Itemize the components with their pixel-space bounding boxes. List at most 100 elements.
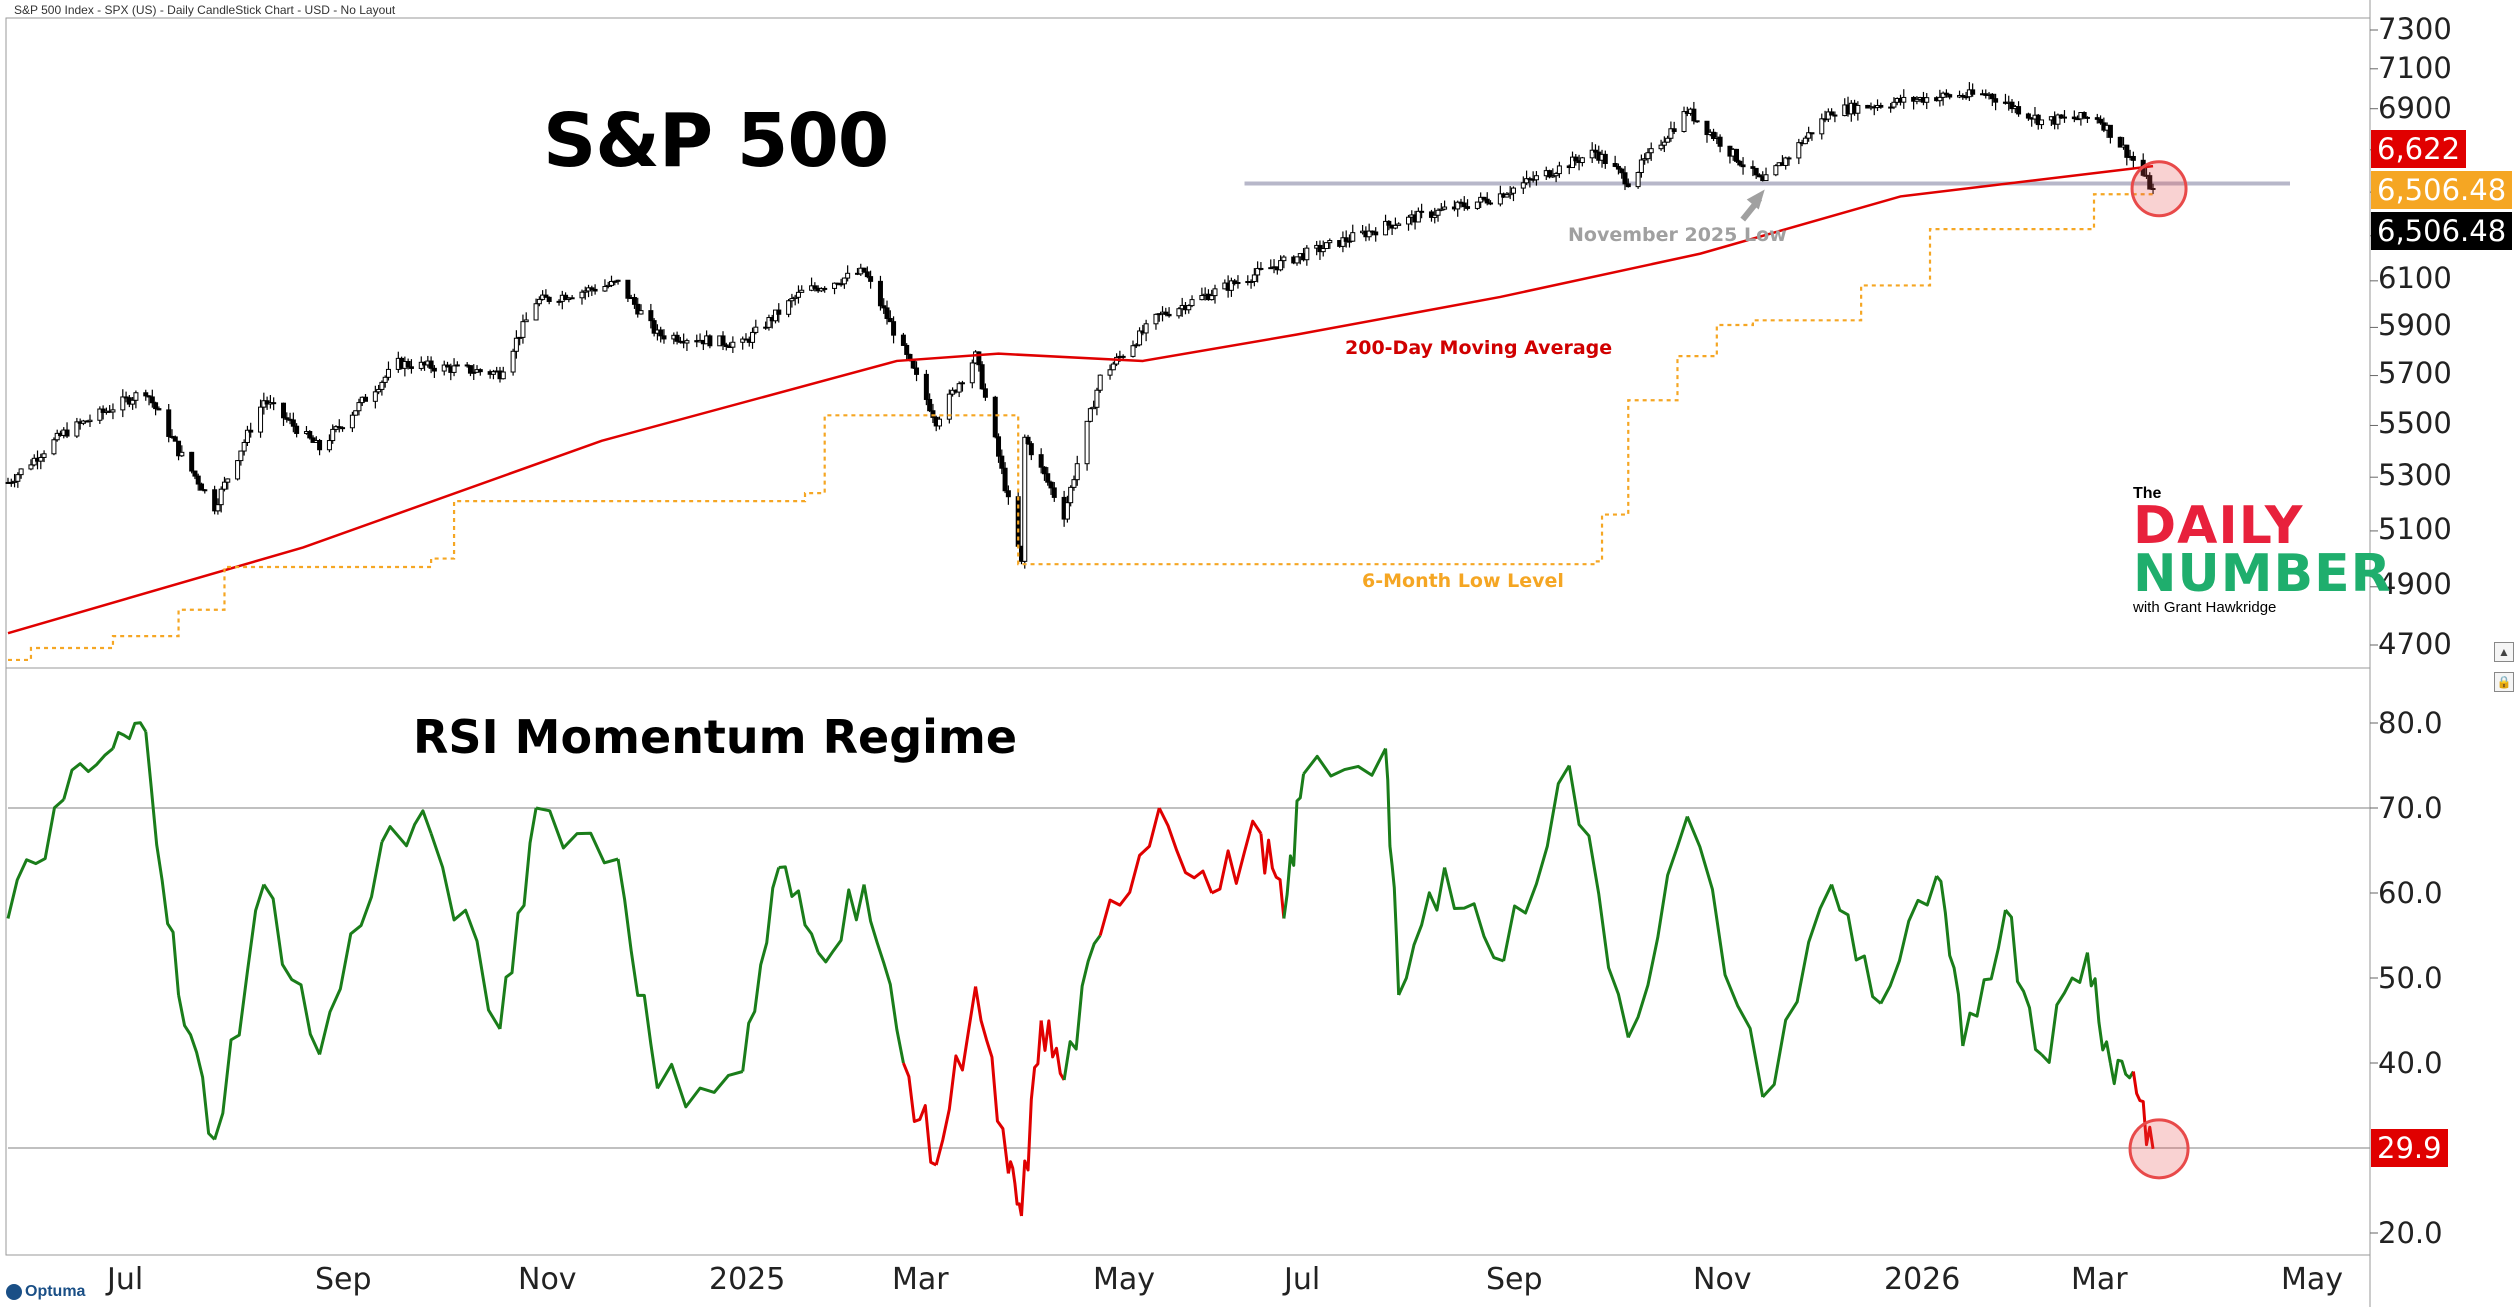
candle-body — [15, 474, 21, 482]
candle-body — [1199, 295, 1205, 301]
candle-body — [1373, 231, 1379, 236]
candle-body — [1615, 165, 1621, 170]
candle-body — [723, 344, 729, 347]
optuma-label: Optuma — [25, 1283, 86, 1300]
candle-body — [1481, 196, 1487, 200]
candlestick-series — [5, 82, 2156, 569]
rsi-segment — [1626, 816, 1689, 1039]
rsi-segment — [6, 798, 65, 919]
x-tick-nov-2024: Nov — [518, 1262, 577, 1297]
candle-body — [1668, 128, 1674, 139]
candle-body — [1993, 98, 1999, 103]
candle-body — [845, 272, 851, 279]
candle-body — [1773, 165, 1779, 176]
candle-body — [1228, 280, 1234, 291]
rsi-segment — [111, 721, 148, 749]
candle-body — [1783, 157, 1789, 166]
rsi-segment — [1039, 1019, 1066, 1081]
candle-body — [1612, 163, 1618, 167]
candle-body — [2107, 124, 2113, 138]
rsi-segment — [318, 841, 384, 1055]
candle-body — [861, 267, 867, 273]
candle-body — [428, 360, 434, 369]
rsi-segment — [1830, 884, 1882, 1005]
candle-body — [1419, 210, 1425, 213]
rsi-segment — [2040, 952, 2089, 1064]
candle-body — [1671, 128, 1677, 132]
candle-body — [1074, 463, 1080, 481]
candle-body — [212, 489, 218, 512]
lock-icon[interactable]: 🔒 — [2494, 672, 2514, 692]
candle-body — [1212, 288, 1218, 297]
rsi-tick-80: 80.0 — [2378, 706, 2443, 740]
rsi-tick-60: 60.0 — [2378, 876, 2443, 910]
candle-body — [2117, 136, 2123, 148]
candle-body — [2130, 155, 2136, 161]
chart-gridlines — [8, 29, 2378, 1234]
y-tick-5700: 5700 — [2378, 356, 2452, 390]
x-tick-may-2025: May — [1093, 1262, 1156, 1297]
candle-body — [271, 402, 277, 405]
candle-body — [517, 336, 523, 339]
rsi-segment — [1302, 747, 1387, 778]
low6m-line — [8, 190, 2155, 662]
candle-body — [290, 419, 296, 427]
candle-body — [1737, 160, 1743, 166]
candle-body — [1176, 308, 1182, 317]
candle-body — [281, 402, 287, 419]
candle-body — [445, 364, 451, 368]
candle-body — [904, 344, 910, 355]
candle-body — [241, 441, 247, 452]
candle-body — [1251, 274, 1257, 282]
candle-body — [1914, 98, 1920, 102]
y-tick-5500: 5500 — [2378, 406, 2452, 440]
candle-body — [2061, 116, 2067, 119]
candle-body — [1455, 201, 1461, 210]
candle-body — [1547, 170, 1553, 178]
rsi-segment — [902, 1062, 937, 1167]
candle-body — [41, 453, 47, 458]
rsi-segment — [1443, 867, 1505, 963]
candle-body — [1320, 248, 1326, 253]
rsi-segment — [1879, 875, 1939, 1005]
candle-body — [110, 409, 116, 413]
rsi-segment — [2108, 1058, 2135, 1086]
candle-body — [1432, 214, 1438, 218]
candle-body — [822, 287, 828, 290]
candle-body — [2147, 175, 2153, 190]
candle-body — [1750, 166, 1756, 169]
candle-body — [235, 460, 241, 480]
candle-body — [832, 282, 838, 289]
candle-body — [1465, 206, 1471, 209]
candle-body — [1602, 153, 1608, 165]
rsi-segment — [144, 731, 181, 996]
candle-body — [18, 468, 24, 476]
y-tick-5900: 5900 — [2378, 308, 2452, 342]
candle-body — [982, 388, 988, 398]
candle-body — [1940, 92, 1946, 98]
y-tick-5100: 5100 — [2378, 512, 2452, 546]
scale-up-icon[interactable]: ▲ — [2494, 642, 2514, 662]
candle-body — [120, 396, 126, 411]
candle-body — [956, 383, 962, 393]
rsi-segment — [213, 884, 266, 1140]
candle-body — [638, 310, 644, 315]
rsi-tick-70: 70.0 — [2378, 791, 2443, 825]
candle-body — [1383, 220, 1389, 236]
x-tick-nov-2025: Nov — [1693, 1262, 1752, 1297]
candle-body — [284, 417, 290, 420]
candle-body — [1711, 131, 1717, 139]
candle-body — [1891, 101, 1897, 108]
candle-body — [1681, 111, 1687, 132]
candle-body — [1645, 152, 1651, 160]
candle-body — [1625, 183, 1631, 188]
rsi-segment — [1062, 934, 1102, 1081]
candle-body — [1943, 92, 1949, 96]
candle-body — [1163, 311, 1169, 315]
candle-body — [976, 351, 982, 366]
candle-body — [625, 279, 631, 299]
candle-body — [363, 396, 369, 402]
ma200-value-box: 6,622 — [2371, 130, 2467, 168]
candle-body — [218, 488, 224, 506]
price-overlays — [7, 164, 2155, 662]
